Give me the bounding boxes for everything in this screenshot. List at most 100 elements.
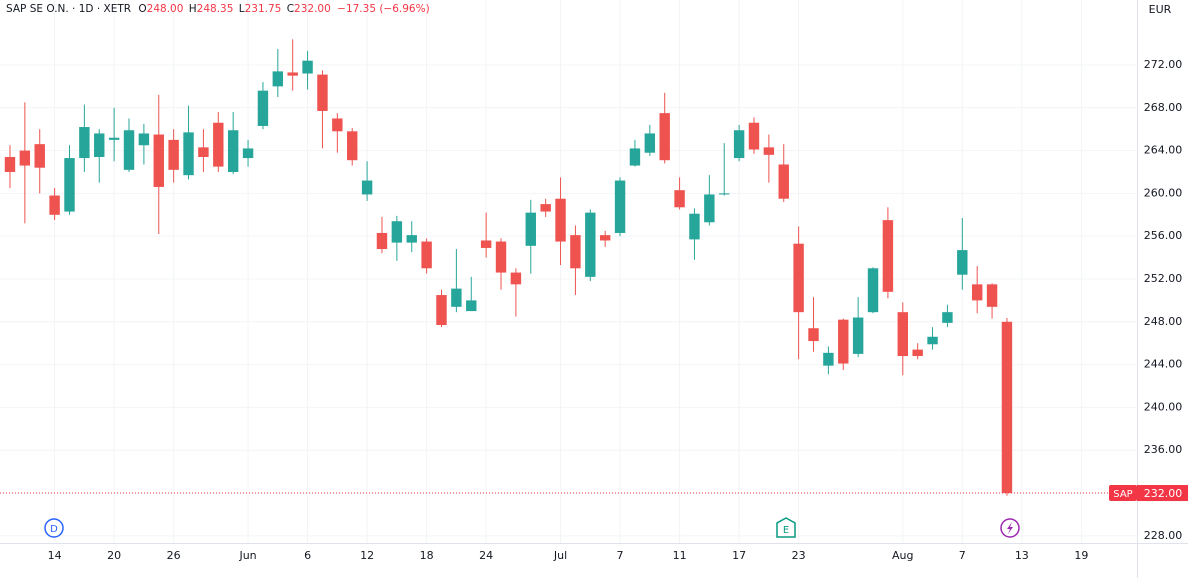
candle-body	[912, 349, 923, 357]
candle-body	[49, 195, 60, 215]
x-tick-label: 7	[959, 549, 966, 562]
currency: EUR	[1149, 3, 1172, 16]
plot	[0, 0, 1137, 543]
candle-body	[659, 113, 670, 161]
candle-body	[719, 193, 730, 195]
last-price-name: SAP	[1113, 489, 1132, 500]
x-tick-label: 24	[479, 549, 493, 562]
candle-body	[19, 150, 31, 166]
x-tick-label: 11	[673, 549, 687, 562]
candle-body	[704, 194, 715, 223]
change: −17.35 (−6.96%)	[337, 3, 430, 15]
last-price-name-box	[1109, 485, 1137, 502]
candle-body	[123, 130, 135, 170]
event-news[interactable]	[1000, 518, 1020, 538]
event-icon[interactable]	[776, 517, 796, 538]
candle-body	[957, 250, 968, 275]
candle-body	[242, 148, 254, 159]
candle-body	[525, 212, 536, 246]
candle-body	[882, 220, 894, 292]
y-tick-label: 268.00	[1144, 101, 1183, 114]
ohlc-label: C	[287, 3, 294, 15]
candle-body	[332, 118, 343, 132]
candle-body	[629, 148, 641, 166]
candle-body	[748, 122, 760, 150]
candle-body	[406, 235, 417, 243]
candle-body	[986, 284, 998, 307]
x-tick-label: 13	[1015, 549, 1029, 562]
ohlc-value: 232.00	[294, 3, 331, 15]
candle-body	[778, 164, 789, 199]
candle-body	[942, 312, 953, 323]
event-label[interactable]: E	[783, 525, 789, 536]
candle-body	[897, 312, 908, 357]
ohlc-label: O	[138, 3, 146, 15]
event-dividend[interactable]: D	[44, 518, 64, 538]
candle-body	[599, 235, 611, 241]
candle-body	[927, 336, 938, 345]
y-tick-label: 264.00	[1144, 144, 1183, 157]
event-icon[interactable]	[44, 518, 64, 538]
candle-body	[823, 352, 834, 366]
x-tick-label: 14	[48, 549, 62, 562]
candle-body	[436, 295, 447, 326]
candle-body	[808, 328, 819, 342]
candle-body	[510, 272, 522, 285]
candle-body	[317, 74, 328, 111]
x-tick-label: 17	[732, 549, 746, 562]
candle-body	[34, 144, 45, 168]
last-price-box	[1137, 485, 1188, 502]
candle-body	[480, 240, 492, 248]
x-tick-label: 26	[167, 549, 181, 562]
candle-body	[4, 156, 16, 172]
ohlc-value: 248.35	[197, 3, 234, 15]
candle-body	[838, 319, 849, 364]
candle-body	[94, 133, 105, 157]
x-tick-label: 18	[420, 549, 434, 562]
ohlc-value: 231.75	[245, 3, 282, 15]
candle-body	[138, 133, 150, 146]
candle-body	[867, 268, 879, 313]
y-tick-label: 272.00	[1144, 58, 1183, 71]
candle-body	[971, 284, 983, 301]
y-tick-label: 240.00	[1144, 400, 1183, 413]
event-earnings[interactable]: E	[776, 517, 796, 538]
candle-body	[213, 122, 224, 167]
candle-body	[570, 235, 581, 269]
x-tick-label: 19	[1074, 549, 1088, 562]
candle-body	[793, 243, 804, 313]
candle-body	[361, 180, 373, 195]
x-tick-label: 7	[617, 549, 624, 562]
y-tick-label: 244.00	[1144, 358, 1183, 371]
x-tick-label: 6	[304, 549, 311, 562]
candle-body	[64, 158, 75, 212]
candle-body	[108, 137, 120, 140]
x-tick-label: 23	[792, 549, 806, 562]
candle-body	[495, 241, 507, 273]
candle-body	[733, 130, 745, 159]
candle-body	[168, 139, 179, 170]
lightning-icon	[1007, 522, 1013, 534]
candle-body	[153, 134, 164, 187]
candle-body	[852, 317, 864, 354]
candle-body	[198, 147, 209, 157]
candle-body	[585, 212, 596, 277]
candle-body	[183, 132, 194, 176]
candle-body	[272, 71, 284, 87]
candle-body	[1001, 321, 1013, 494]
candle-body	[79, 127, 90, 159]
x-tick-label: Jun	[238, 549, 256, 562]
candle-body	[466, 300, 477, 312]
candle-body	[287, 72, 298, 76]
candle-body	[644, 133, 656, 153]
x-tick-label: Aug	[892, 549, 913, 562]
candle-body	[302, 60, 313, 74]
candle-body	[689, 213, 700, 240]
x-tick-label: 12	[360, 549, 374, 562]
candle-body	[555, 198, 566, 242]
candle-body	[674, 190, 685, 208]
event-label[interactable]: D	[50, 524, 58, 535]
x-tick-label: Jul	[553, 549, 567, 562]
y-tick-label: 236.00	[1144, 443, 1183, 456]
